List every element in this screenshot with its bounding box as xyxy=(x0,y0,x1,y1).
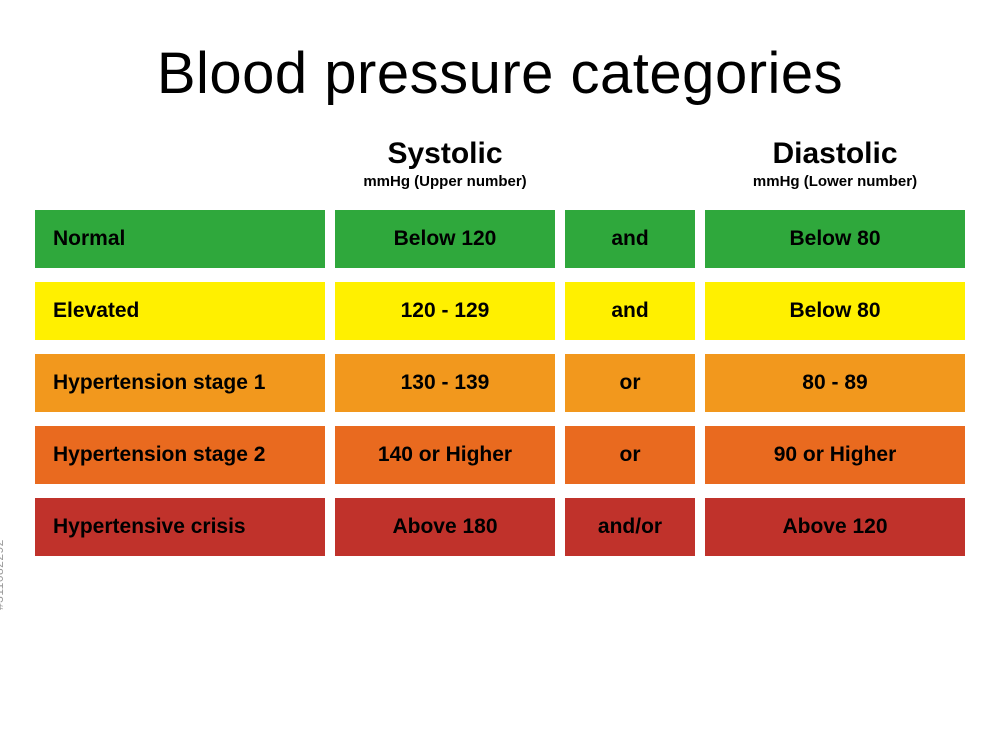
header-diastolic-sub: mmHg (Lower number) xyxy=(705,173,965,190)
row-systolic: 130 - 139 xyxy=(335,354,555,412)
watermark: #311682292 xyxy=(0,539,6,610)
row-category: Hypertension stage 2 xyxy=(35,426,325,484)
header-systolic-sub: mmHg (Upper number) xyxy=(335,173,555,190)
row-diastolic: 90 or Higher xyxy=(705,426,965,484)
header-diastolic: Diastolic mmHg (Lower number) xyxy=(705,137,965,196)
row-conj: and xyxy=(565,210,695,268)
row-diastolic: Below 80 xyxy=(705,210,965,268)
page: Blood pressure categories Systolic mmHg … xyxy=(0,0,1000,750)
row-conj: and/or xyxy=(565,498,695,556)
row-systolic: Above 180 xyxy=(335,498,555,556)
row-conj: or xyxy=(565,354,695,412)
header-systolic-label: Systolic xyxy=(335,137,555,171)
row-category: Normal xyxy=(35,210,325,268)
bp-table: Systolic mmHg (Upper number) Diastolic m… xyxy=(30,137,970,556)
row-diastolic: Above 120 xyxy=(705,498,965,556)
row-systolic: 140 or Higher xyxy=(335,426,555,484)
page-title: Blood pressure categories xyxy=(30,40,970,107)
row-conj: and xyxy=(565,282,695,340)
row-diastolic: Below 80 xyxy=(705,282,965,340)
row-systolic: Below 120 xyxy=(335,210,555,268)
row-category: Hypertension stage 1 xyxy=(35,354,325,412)
row-conj: or xyxy=(565,426,695,484)
row-systolic: 120 - 129 xyxy=(335,282,555,340)
header-diastolic-label: Diastolic xyxy=(705,137,965,171)
row-category: Hypertensive crisis xyxy=(35,498,325,556)
row-category: Elevated xyxy=(35,282,325,340)
header-systolic: Systolic mmHg (Upper number) xyxy=(335,137,555,196)
row-diastolic: 80 - 89 xyxy=(705,354,965,412)
